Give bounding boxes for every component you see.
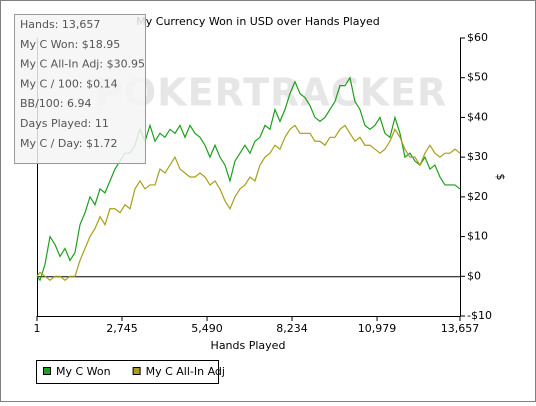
y-tick-label: $10 [467, 230, 488, 243]
info-line: My C All-In Adj: $30.95 [20, 58, 145, 71]
x-tick-label: 8,234 [276, 322, 308, 335]
legend-label: My C All-In Adj [146, 365, 225, 378]
info-line: My C / 100: $0.14 [20, 77, 118, 90]
x-tick-label: 2,745 [106, 322, 138, 335]
y-tick-label: $60 [467, 31, 488, 44]
x-tick-label: 5,490 [191, 322, 223, 335]
y-tick-label: $30 [467, 150, 488, 163]
x-tick-label: 1 [34, 322, 41, 335]
info-line: Days Played: 11 [20, 117, 109, 130]
plot-area: -$10 $0 $10 $20 $30 $40 $50 $60 1 2,745 5,490 8,234… [34, 31, 492, 335]
series-line [36, 124, 461, 282]
y-tick-label: $40 [467, 110, 488, 123]
legend-swatch [132, 367, 141, 375]
y-tick-label: -$10 [467, 309, 492, 322]
info-box-bg [14, 14, 146, 164]
legend-box [36, 360, 219, 384]
series-line [36, 76, 461, 282]
x-axis-label: Hands Played [211, 339, 286, 352]
info-line: Hands: 13,657 [20, 18, 100, 31]
y-tick-label: $20 [467, 190, 488, 203]
legend: My C Won My C All-In Adj [36, 360, 225, 384]
info-line: My C / Day: $1.72 [20, 137, 118, 150]
x-tick-label: 10,979 [358, 322, 397, 335]
legend-swatch [43, 367, 51, 375]
watermark: POKERTRACKER [95, 71, 447, 115]
chart-title: My Currency Won in USD over Hands Played [136, 15, 379, 28]
legend-label: My C Won [56, 365, 111, 378]
info-line: My C Won: $18.95 [20, 38, 120, 51]
y-axis-label: $ [494, 174, 507, 181]
info-line: BB/100: 6.94 [20, 97, 92, 110]
info-box: Hands: 13,657 My C Won: $18.95 My C All-In… [14, 14, 146, 164]
x-tick-label: 13,657 [441, 322, 480, 335]
y-tick-label: $50 [467, 71, 488, 84]
y-tick-label: $0 [467, 269, 481, 282]
